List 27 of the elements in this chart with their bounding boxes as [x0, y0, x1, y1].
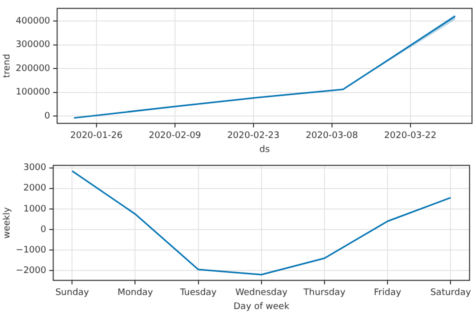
x-tick-label: 2020-03-22	[384, 131, 436, 142]
x-tick-label: Sunday	[55, 288, 90, 298]
x-tick-label: Wednesday	[235, 288, 288, 298]
y-tick-label: 3000	[23, 163, 47, 174]
x-axis-title: ds	[259, 144, 270, 155]
y-tick-label: 0	[40, 224, 47, 235]
x-tick-label: 2020-01-26	[70, 131, 123, 142]
y-axis-title: trend	[2, 54, 13, 78]
x-tick-label: 2020-02-23	[227, 131, 280, 142]
y-tick-label: 300000	[16, 40, 50, 50]
y-axis-title: weekly	[2, 206, 13, 239]
y-tick-label: −1000	[16, 245, 47, 256]
x-tick-label: Friday	[374, 288, 402, 298]
y-tick-label: 2000	[23, 184, 47, 194]
x-tick-label: Tuesday	[179, 288, 218, 298]
y-tick-label: 0	[44, 111, 50, 122]
y-tick-label: 1000	[23, 204, 47, 214]
x-axis-title: Day of week	[233, 302, 290, 312]
x-tick-label: Saturday	[430, 288, 472, 298]
y-tick-label: 400000	[16, 16, 50, 26]
x-tick-label: Thursday	[302, 288, 346, 298]
x-tick-label: Monday	[117, 288, 154, 298]
x-tick-label: 2020-02-09	[148, 131, 202, 142]
y-tick-label: 200000	[16, 64, 50, 74]
y-tick-label: −2000	[16, 266, 47, 276]
y-tick-label: 100000	[16, 88, 50, 98]
x-tick-label: 2020-03-08	[306, 131, 358, 142]
